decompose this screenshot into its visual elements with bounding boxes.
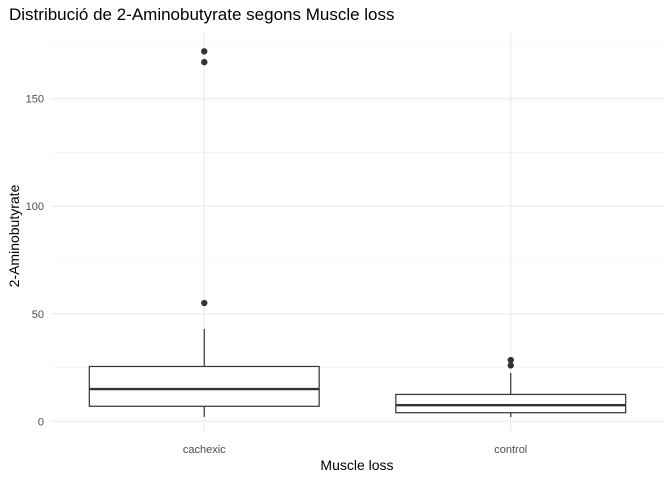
x-axis-title: Muscle loss bbox=[320, 457, 393, 473]
y-tick-label: 100 bbox=[26, 201, 44, 213]
iqr-box bbox=[395, 393, 627, 414]
outlier-point bbox=[201, 58, 208, 66]
outlier-point bbox=[507, 356, 514, 364]
iqr-box bbox=[88, 365, 320, 407]
y-tick-label: 150 bbox=[26, 94, 44, 106]
y-axis-title: 2-Aminobutyrate bbox=[6, 184, 22, 287]
outlier-point bbox=[201, 48, 208, 55]
outlier-point bbox=[507, 362, 514, 369]
x-tick-label: control bbox=[494, 444, 527, 456]
box-cachexic bbox=[88, 48, 320, 418]
y-axis-ticks: 0 50 100 150 bbox=[26, 94, 44, 429]
boxes bbox=[88, 48, 627, 418]
chart-title: Distribució de 2-Aminobutyrate segons Mu… bbox=[9, 5, 395, 24]
y-tick-label: 0 bbox=[38, 416, 44, 428]
y-tick-label: 50 bbox=[32, 309, 44, 321]
x-axis-ticks: cachexic control bbox=[183, 444, 527, 456]
outlier-point bbox=[201, 299, 208, 307]
x-tick-label: cachexic bbox=[183, 444, 226, 456]
box-control bbox=[395, 356, 627, 418]
